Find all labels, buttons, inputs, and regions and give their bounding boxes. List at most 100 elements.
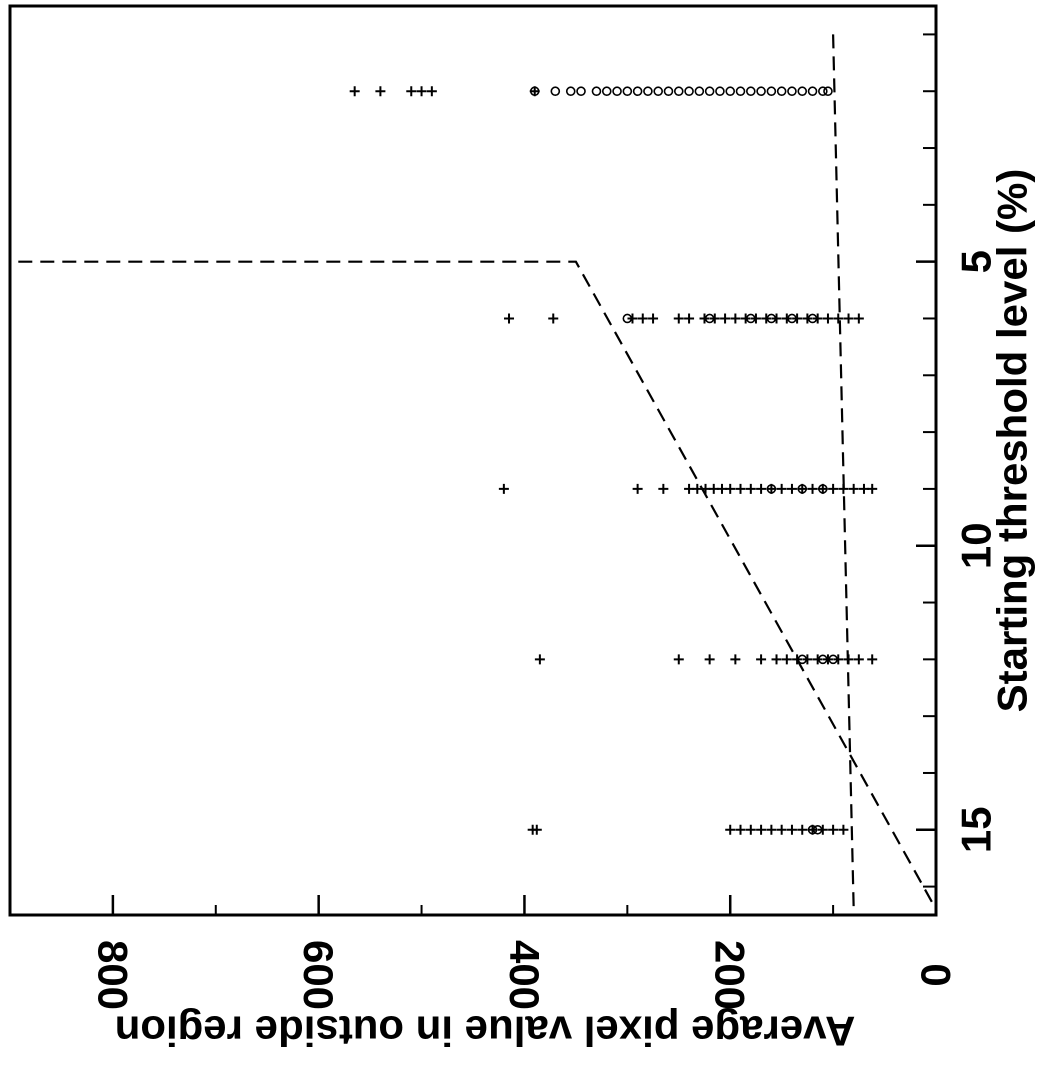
plus-point — [740, 313, 751, 324]
circle-point — [550, 86, 561, 97]
circle-point — [807, 824, 818, 835]
circle-point — [673, 86, 684, 97]
circle-point — [797, 654, 808, 665]
plus-point — [867, 654, 878, 665]
plus-point — [797, 824, 808, 835]
circle-point — [766, 484, 777, 494]
y-tick-label: 400 — [501, 940, 548, 1010]
circle-point — [612, 86, 622, 97]
circle-point — [694, 86, 705, 97]
plus-point — [735, 824, 746, 835]
circle-point — [807, 313, 818, 324]
plus-point — [750, 313, 761, 324]
plus-point — [833, 654, 844, 665]
circle-point — [745, 86, 756, 97]
circle-point — [812, 824, 823, 835]
plus-point — [843, 313, 854, 324]
plus-point — [745, 824, 756, 835]
y-axis-title: Average pixel value in outside region — [115, 1008, 856, 1055]
circle-point — [704, 313, 715, 324]
x-tick-label: 15 — [953, 806, 1000, 853]
plus-point — [817, 824, 828, 835]
plus-point — [548, 313, 559, 324]
circle-point — [818, 86, 828, 97]
plus-point — [828, 483, 839, 494]
circle-point — [725, 86, 736, 97]
circle-point — [591, 86, 602, 97]
plus-point — [725, 824, 736, 835]
plus-point — [792, 313, 803, 324]
circle-point — [643, 86, 653, 97]
y-tick-label: 200 — [707, 940, 754, 1010]
circle-point — [797, 86, 808, 97]
plus-point — [848, 483, 859, 494]
plus-point — [699, 313, 710, 324]
plus-point — [812, 654, 823, 665]
circle-point — [622, 86, 633, 97]
plus-point — [648, 313, 659, 324]
circle-point — [745, 313, 756, 324]
plus-point — [867, 483, 878, 494]
plus-point — [776, 824, 787, 835]
y-tick-label: 0 — [913, 963, 960, 986]
plus-point — [416, 86, 427, 97]
circle-point — [787, 86, 797, 97]
plus-point — [504, 313, 515, 324]
plus-point — [632, 483, 643, 494]
circle-point — [818, 484, 828, 494]
plus-point — [498, 483, 509, 494]
plus-point — [684, 313, 695, 324]
plus-point — [730, 313, 741, 324]
plus-point — [704, 654, 715, 665]
plus-point — [766, 824, 777, 835]
circle-point — [823, 86, 833, 97]
circle-point — [715, 86, 725, 97]
circle-point — [632, 86, 643, 97]
plus-point — [781, 654, 792, 665]
plus-point — [756, 483, 767, 494]
plus-point — [812, 313, 823, 324]
circle-point — [766, 86, 777, 97]
plus-point — [673, 654, 684, 665]
circle-point — [565, 86, 576, 97]
circle-point — [828, 654, 838, 665]
x-tick-label: 10 — [953, 522, 1000, 569]
circle-point — [601, 86, 612, 97]
plus-point — [838, 483, 849, 494]
plus-point — [853, 654, 864, 665]
plus-point — [658, 483, 669, 494]
plus-point — [771, 313, 782, 324]
plus-point — [792, 654, 803, 665]
plus-point — [756, 654, 767, 665]
plus-point — [735, 483, 746, 494]
plus-point — [709, 313, 720, 324]
plus-point — [781, 313, 792, 324]
circle-point — [807, 86, 818, 97]
circle-point — [529, 86, 540, 97]
plus-point — [822, 654, 833, 665]
plus-point — [822, 313, 833, 324]
circle-point — [766, 313, 777, 324]
plus-point — [776, 483, 787, 494]
plot-area: 5 10 15 0 200 400 600 800 Starting threshold lev… — [8, 4, 1036, 1055]
plus-point — [756, 824, 767, 835]
plus-point — [375, 86, 386, 97]
plus-point — [730, 654, 741, 665]
plus-point — [761, 313, 772, 324]
plot-frame — [8, 4, 938, 917]
plus-point — [531, 824, 542, 835]
plus-point — [786, 824, 797, 835]
circle-point — [756, 86, 766, 97]
circle-point — [663, 86, 674, 97]
plus-point — [673, 313, 684, 324]
y-tick-label: 600 — [295, 940, 342, 1010]
dashed-line-1 — [8, 6, 937, 910]
circle-point — [576, 86, 586, 97]
x-tick-label: 5 — [953, 250, 1000, 273]
circle-point — [818, 654, 828, 665]
circle-point — [797, 484, 808, 494]
x-axis-title: Starting threshold level (%) — [989, 169, 1036, 713]
plus-point — [828, 824, 839, 835]
circle-point — [704, 86, 715, 97]
